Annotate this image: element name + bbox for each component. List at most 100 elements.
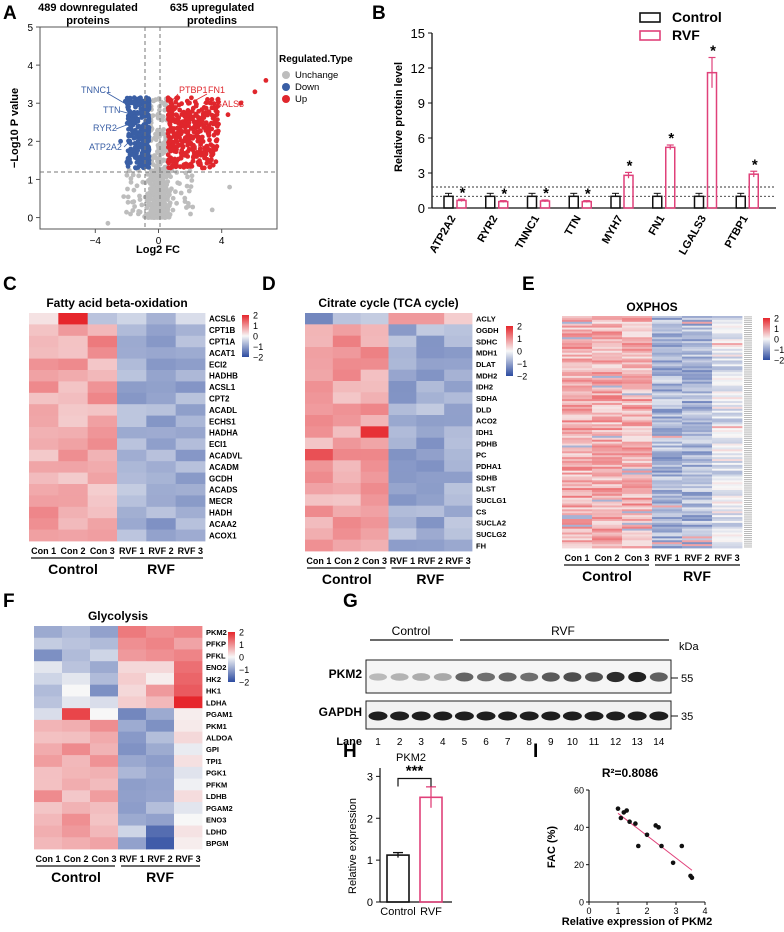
heatmap-cell [90,755,119,768]
heatmap-cell [34,802,63,815]
heatmap-cell [175,381,206,394]
panel-letter-e: E [522,274,535,295]
heatmap-cell [652,366,683,369]
heatmap-cell [622,441,653,444]
volcano-point-up [165,159,171,165]
heatmap-cell [652,379,683,383]
heatmap-scale-label: 0 [774,335,779,345]
h-bar [419,796,443,903]
heatmap-gene-label-tiny [744,328,752,329]
heatmap-gene-label-tiny [744,409,752,411]
volcano-point-up [193,119,199,125]
volcano-point-up [194,101,199,107]
heatmap-cell [592,399,623,402]
heatmap-cell [360,539,389,552]
heatmap-gene-label-tiny [744,500,752,501]
heatmap-cell [682,507,713,510]
heatmap-cell [562,323,593,327]
heatmap-cell [175,415,206,428]
heatmap-cell [652,435,683,439]
down-count-label-2: proteins [66,15,109,27]
heatmap-scale-label: 2 [774,314,779,324]
heatmap-cell [146,427,177,439]
heatmap-cell [562,517,593,520]
heatmap-cell [175,449,206,462]
heatmap-cell [592,501,623,504]
heatmap-gene-label: IDH1 [476,428,493,437]
heatmap-cell [682,345,713,348]
volcano-point-up [190,155,196,160]
heatmap-cell [118,802,147,815]
heatmap-cell [682,493,713,497]
heatmap-cell [87,381,118,394]
heatmap-gene-label-tiny [744,361,752,362]
heatmap-gene-label-tiny [744,523,752,525]
legend-control-label: Control [672,9,722,25]
heatmap-cell [592,474,623,477]
volcano-point-up [186,120,192,126]
heatmap-cell [332,517,362,529]
volcano-point-unchange [163,202,169,208]
volcano-point-up [175,130,181,136]
heatmap-cell [444,460,473,473]
volcano-point-unchange [145,171,150,177]
heatmap-cell [712,404,743,408]
heatmap-cell [712,350,743,354]
heatmap-cell [682,368,713,371]
volcano-point-up [203,127,209,133]
heatmap-cell [592,488,623,491]
heatmap-cell [305,324,334,337]
b-bar-control [526,195,538,209]
heatmap-cell [712,383,743,386]
heatmap-cell [592,358,623,361]
volcano-point-up [194,114,200,119]
heatmap-cell [175,358,206,371]
legend-rvf-label: RVF [672,27,700,43]
heatmap-cell [682,453,713,456]
heatmap-cell [146,708,175,721]
heatmap-cell [562,459,593,462]
heatmap-gene-label: SUCLG2 [476,530,506,539]
heatmap-cell [87,506,118,519]
heatmap-cell [332,460,362,473]
heatmap-gene-label-tiny [744,546,752,548]
heatmap-cell [712,466,743,470]
heatmap-gene-label-tiny [744,332,752,333]
volcano-point-up [190,105,196,111]
heatmap-cell [712,370,743,373]
heatmap-cell [652,395,683,398]
heatmap-cell [146,324,177,337]
volcano-ytick-label: 0 [27,214,33,225]
heatmap-cell [682,333,713,336]
heatmap-cell [444,369,473,382]
heatmap-cell [652,422,683,425]
heatmap-cell [332,528,362,541]
heatmap-cell [652,397,683,400]
heatmap-cell [388,403,417,416]
heatmap-cell [682,410,713,414]
heatmap-gene-label: SUCLG1 [476,496,506,505]
heatmap-cell [58,461,89,473]
panel-letter-h: H [343,741,357,762]
volcano-point-down [131,95,137,101]
volcano-point-unchange [162,107,168,113]
heatmap-cell [58,335,89,348]
heatmap-cell [388,347,417,359]
heatmap-cell [305,437,334,450]
heatmap-cell [652,352,683,356]
blot-band-pkm2 [455,672,474,682]
heatmap-cell [305,528,334,541]
volcano-point-up [189,95,194,101]
heatmap-cell [682,331,713,334]
heatmap-cell [622,321,653,325]
heatmap-cell [712,528,743,531]
heatmap-gene-label-tiny [744,415,752,416]
b-bar-control [735,195,746,209]
heatmap-cell [305,517,334,529]
heatmap-cell [562,327,593,330]
heatmap-cell [652,466,683,470]
heatmap-cell [146,358,177,371]
heatmap-gene-label-tiny [744,343,752,345]
heatmap-cell [332,415,362,427]
